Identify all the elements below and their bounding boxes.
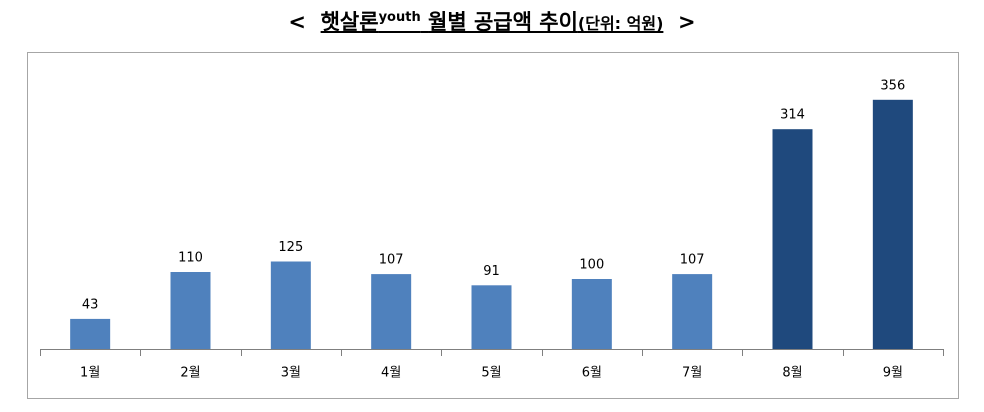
value-label: 100	[579, 258, 604, 273]
bar	[371, 274, 412, 349]
x-tick-label: 4월	[381, 366, 401, 381]
bar	[571, 279, 612, 349]
value-label: 110	[178, 251, 203, 266]
x-tick-label: 2월	[180, 366, 200, 381]
value-label: 107	[680, 253, 705, 268]
x-tick-label: 3월	[281, 366, 301, 381]
bar	[170, 272, 211, 349]
title-unit: (단위: 억원)	[577, 14, 664, 33]
title-main: 햇살론	[320, 10, 379, 34]
bar	[872, 99, 913, 349]
x-tick-label: 8월	[782, 366, 802, 381]
title-underlined: 햇살론youth 월별 공급액 추이(단위: 억원)	[321, 10, 664, 34]
title-superscript: youth	[378, 10, 421, 25]
title-suffix: >	[678, 10, 696, 34]
bar	[672, 274, 713, 349]
x-tick-label: 5월	[481, 366, 501, 381]
value-label: 314	[780, 108, 805, 123]
title-prefix: <	[288, 10, 306, 34]
value-label: 91	[483, 264, 500, 279]
value-label: 356	[880, 78, 905, 93]
bar	[270, 261, 311, 349]
title-rest: 월별 공급액 추이	[428, 10, 578, 34]
bar	[772, 129, 813, 349]
x-tick-label: 1월	[80, 366, 100, 381]
bar	[70, 318, 111, 349]
x-tick-label: 9월	[883, 366, 903, 381]
value-label: 107	[379, 253, 404, 268]
value-label: 125	[278, 240, 303, 255]
x-tick-label: 6월	[582, 366, 602, 381]
x-tick-label: 7월	[682, 366, 702, 381]
value-label: 43	[82, 297, 99, 312]
bar	[471, 285, 512, 349]
chart-title: < 햇살론youth 월별 공급액 추이(단위: 억원) >	[0, 6, 984, 36]
